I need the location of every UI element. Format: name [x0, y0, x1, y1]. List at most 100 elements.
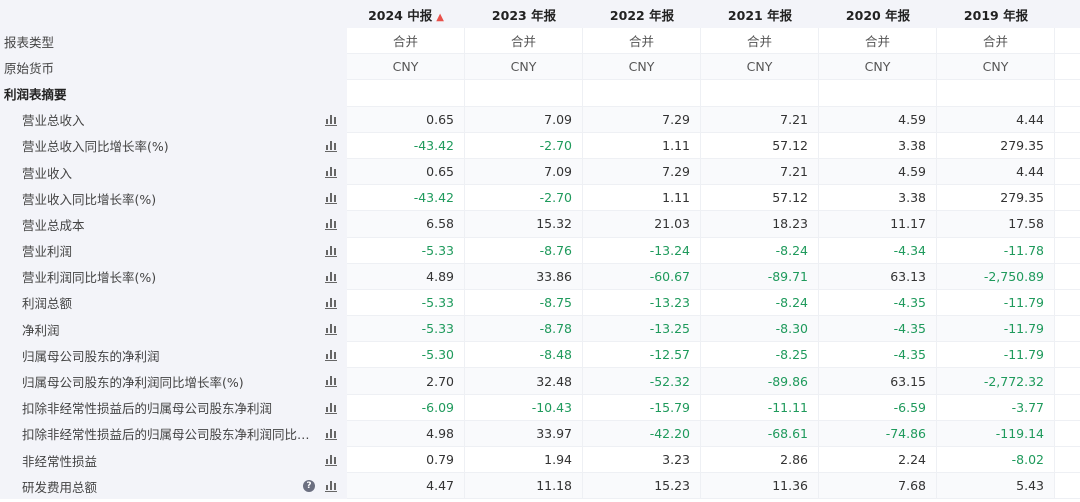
- table-cell: CNY: [583, 54, 701, 81]
- table-cell: -8.30: [701, 316, 819, 343]
- table-cell: -13.24: [583, 237, 701, 264]
- table-cell: -43.42: [347, 185, 465, 212]
- column-header[interactable]: 2023 年报: [465, 5, 583, 24]
- table-cell: -5.33: [347, 289, 465, 317]
- row-label: 营业总收入同比增长率(%): [0, 132, 347, 159]
- table-cell: 7.21: [701, 158, 819, 186]
- table-cell: -89.71: [701, 263, 819, 290]
- row-label: 归属母公司股东的净利润: [0, 342, 347, 369]
- row-label: 报表类型: [0, 28, 347, 55]
- row-label-text: 报表类型: [4, 34, 55, 50]
- table-row: 利润总额 -5.33 -8.75 -13.23 -8.24 -4.35 -11.79: [0, 289, 1080, 317]
- bar-chart-icon[interactable]: [325, 375, 337, 388]
- bar-chart-icon[interactable]: [325, 402, 337, 414]
- row-label-text: 营业总成本: [22, 217, 85, 233]
- row-label-text: 原始货币: [4, 60, 55, 76]
- table-cell: -6.09: [347, 394, 465, 421]
- row-tail: [1055, 54, 1080, 81]
- table-cell: CNY: [465, 54, 583, 81]
- table-cell: 18.23: [701, 211, 819, 238]
- table-cell: 57.12: [701, 185, 819, 212]
- table-cell: 57.12: [701, 132, 819, 159]
- bar-chart-icon[interactable]: [325, 166, 337, 178]
- bar-chart-icon[interactable]: [325, 192, 337, 205]
- table-cell: [701, 80, 819, 107]
- table-cell: 21.03: [583, 211, 701, 238]
- bar-chart-icon[interactable]: [325, 140, 337, 152]
- row-label-text: 营业利润同比增长率(%): [22, 270, 157, 286]
- table-cell: [347, 80, 465, 107]
- table-cell: CNY: [819, 54, 937, 81]
- table-cell: 2.86: [701, 447, 819, 474]
- table-cell: -6.59: [819, 394, 937, 421]
- table-row: 营业总收入同比增长率(%) -43.42 -2.70 1.11 57.12 3.38 279…: [0, 132, 1080, 159]
- table-cell: -13.23: [583, 289, 701, 317]
- table-cell: 合并: [347, 28, 465, 55]
- table-row: 归属母公司股东的净利润同比增长率(%) 2.70 32.48 -52.32 -89.86…: [0, 368, 1080, 395]
- table-cell: -5.33: [347, 316, 465, 343]
- bar-chart-icon[interactable]: [325, 480, 337, 493]
- table-row: 净利润 -5.33 -8.78 -13.25 -8.30 -4.35 -11.79: [0, 316, 1080, 343]
- table-cell: -68.61: [701, 420, 819, 447]
- table-cell: -8.02: [937, 447, 1055, 474]
- row-tail: [1055, 316, 1080, 343]
- column-header-label: 2022 年报: [609, 7, 675, 23]
- bar-chart-icon[interactable]: [325, 349, 337, 362]
- table-cell: 1.94: [465, 447, 583, 474]
- bar-chart-icon[interactable]: [325, 323, 337, 336]
- bar-chart-icon[interactable]: [325, 271, 337, 283]
- row-tail: [1055, 211, 1080, 238]
- row-tail: [1055, 238, 1080, 264]
- table-cell: 4.47: [347, 473, 465, 500]
- row-label: 非经常性损益: [0, 447, 347, 474]
- table-row: 非经常性损益 0.79 1.94 3.23 2.86 2.24 -8.02: [0, 447, 1080, 474]
- row-tail: [1055, 421, 1080, 447]
- bar-chart-icon[interactable]: [325, 454, 337, 466]
- table-cell: 0.65: [347, 158, 465, 186]
- table-cell: -4.34: [819, 237, 937, 264]
- table-cell: -43.42: [347, 132, 465, 159]
- table-row: 报表类型 合并 合并 合并 合并 合并 合并: [0, 28, 1080, 55]
- column-header[interactable]: 2019 年报: [937, 5, 1055, 24]
- table-row: 利润表摘要: [0, 80, 1080, 107]
- row-tail: [1055, 473, 1080, 500]
- row-tail: [1055, 28, 1080, 55]
- table-cell: 63.15: [819, 368, 937, 395]
- bell-icon[interactable]: ▲: [436, 11, 444, 23]
- table-cell: 合并: [701, 28, 819, 55]
- table-cell: -42.20: [583, 420, 701, 447]
- column-header[interactable]: 2022 年报: [583, 5, 701, 24]
- table-row: 扣除非经常性损益后的归属母公司股东净利润 -6.09 -10.43 -15.79 -11…: [0, 394, 1080, 421]
- table-cell: -74.86: [819, 420, 937, 447]
- table-cell: -11.79: [937, 289, 1055, 317]
- table-cell: -4.35: [819, 289, 937, 317]
- column-header[interactable]: 2021 年报: [701, 5, 819, 24]
- column-header[interactable]: 2020 年报: [819, 5, 937, 24]
- bar-chart-icon[interactable]: [325, 245, 337, 257]
- table-row: 营业收入 0.65 7.09 7.29 7.21 4.59 4.44: [0, 158, 1080, 186]
- table-cell: 279.35: [937, 132, 1055, 159]
- help-icon[interactable]: ?: [303, 480, 315, 493]
- row-label: 利润总额: [0, 289, 347, 317]
- table-cell: -8.75: [465, 289, 583, 317]
- row-label: 研发费用总额?: [0, 473, 347, 500]
- bar-chart-icon[interactable]: [325, 428, 337, 440]
- bar-chart-icon[interactable]: [325, 218, 337, 231]
- table-cell: 1.11: [583, 185, 701, 212]
- table-cell: -8.48: [465, 342, 583, 369]
- table-cell: 4.44: [937, 158, 1055, 186]
- table-cell: -8.78: [465, 316, 583, 343]
- table-cell: -89.86: [701, 368, 819, 395]
- table-cell: 7.21: [701, 106, 819, 133]
- table-cell: 3.38: [819, 132, 937, 159]
- table-cell: 63.13: [819, 263, 937, 290]
- row-label-text: 营业总收入: [22, 113, 85, 129]
- table-cell: 7.09: [465, 158, 583, 186]
- column-header[interactable]: 2024 中报 ▲: [347, 5, 465, 24]
- table-cell: 15.32: [465, 211, 583, 238]
- row-label-text: 营业利润: [22, 244, 73, 260]
- table-cell: -52.32: [583, 368, 701, 395]
- table-cell: -8.24: [701, 289, 819, 317]
- bar-chart-icon[interactable]: [325, 114, 337, 126]
- bar-chart-icon[interactable]: [325, 297, 337, 309]
